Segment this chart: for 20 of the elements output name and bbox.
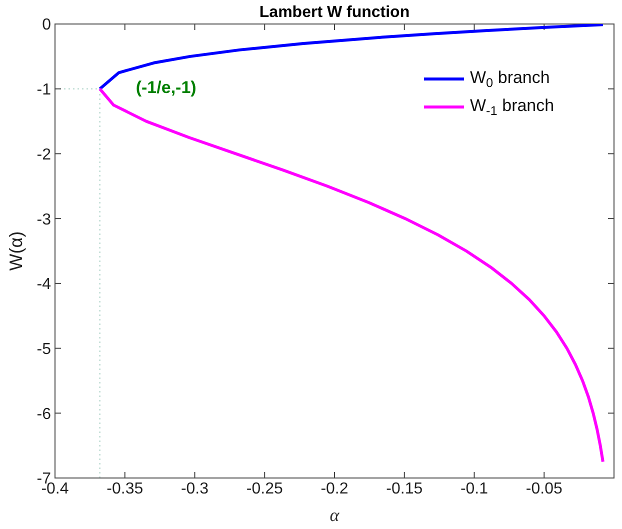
x-tick-label: -0.2 <box>320 480 348 498</box>
y-tick-label: -1 <box>36 82 52 99</box>
chart-title: Lambert W function <box>259 4 410 21</box>
legend-label: W$_{-1}$ branch <box>470 96 554 118</box>
x-tick-label: -0.15 <box>386 480 423 498</box>
x-tick-label: -0.25 <box>246 480 283 498</box>
y-tick-label: -2 <box>36 146 52 164</box>
x-tick-label: -0.1 <box>460 480 488 498</box>
y-axis-title: W(α) <box>6 231 26 271</box>
annotation: (-1/e,-1) <box>136 78 196 97</box>
x-tick-label: -0.3 <box>180 480 209 498</box>
x-tick-label: -0.35 <box>106 480 144 498</box>
legend-label: W$_{0}$ branch <box>470 68 550 90</box>
x-tick-label: -0.05 <box>526 480 562 498</box>
y-tick-label: -3 <box>36 211 52 228</box>
y-tick-label: -6 <box>36 406 52 423</box>
x-axis-title: α <box>330 505 340 525</box>
y-tick-label: -5 <box>36 340 52 358</box>
y-tick-label: 0 <box>42 16 52 34</box>
y-tick-label: -4 <box>36 276 52 294</box>
